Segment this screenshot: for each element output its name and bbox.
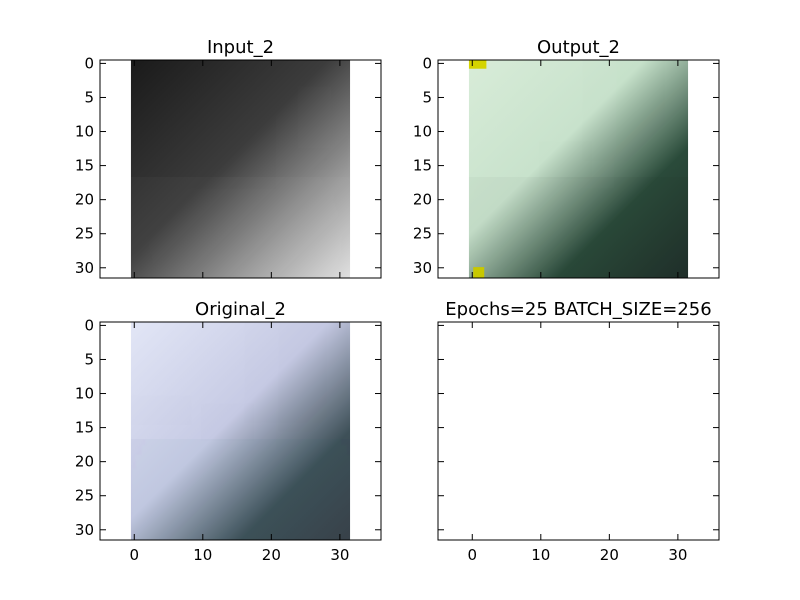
axes-empty: Epochs=25 BATCH_SIZE=256 0 10 20 30 bbox=[438, 299, 719, 564]
y-tick-label: 30 bbox=[75, 259, 94, 277]
y-tick-label: 0 bbox=[422, 54, 432, 72]
image-original bbox=[131, 322, 350, 540]
axes-original: Original_2 0 10 20 30 0 5 10 15 20 25 30 bbox=[75, 299, 381, 564]
x-tick-label: 30 bbox=[330, 546, 349, 564]
axes-title: Epochs=25 BATCH_SIZE=256 bbox=[445, 299, 711, 320]
x-tick-label: 20 bbox=[262, 546, 281, 564]
x-tick-label: 0 bbox=[129, 546, 139, 564]
y-tick-label: 10 bbox=[75, 385, 94, 403]
y-tick-label: 0 bbox=[84, 316, 94, 334]
axes-title: Output_2 bbox=[537, 37, 620, 58]
axes-title: Original_2 bbox=[195, 299, 286, 320]
axes-frame bbox=[438, 322, 719, 540]
y-tick-label: 15 bbox=[413, 157, 432, 175]
y-tick-label: 25 bbox=[75, 487, 94, 505]
y-tick-label: 30 bbox=[413, 259, 432, 277]
y-tick-label: 15 bbox=[75, 157, 94, 175]
y-tick-label: 5 bbox=[422, 88, 432, 106]
x-tick-label: 0 bbox=[467, 546, 477, 564]
y-tick-label: 10 bbox=[413, 123, 432, 141]
y-tick-label: 20 bbox=[413, 191, 432, 209]
axes-input: Input_2 0 5 10 15 20 25 30 bbox=[75, 37, 381, 278]
y-tick-label: 5 bbox=[84, 350, 94, 368]
y-tick-label: 5 bbox=[84, 88, 94, 106]
axes-title: Input_2 bbox=[207, 37, 274, 58]
x-tick-label: 30 bbox=[668, 546, 687, 564]
y-tick-label: 0 bbox=[84, 54, 94, 72]
x-tick-label: 10 bbox=[193, 546, 212, 564]
y-tick-label: 10 bbox=[75, 123, 94, 141]
y-tick-label: 20 bbox=[75, 453, 94, 471]
axes-output: Output_2 0 5 10 15 20 25 30 bbox=[413, 37, 719, 278]
x-tick-label: 20 bbox=[600, 546, 619, 564]
y-tick-label: 25 bbox=[413, 225, 432, 243]
y-tick-label: 30 bbox=[75, 521, 94, 539]
y-tick-label: 15 bbox=[75, 419, 94, 437]
y-tick-label: 25 bbox=[75, 225, 94, 243]
x-tick-label: 10 bbox=[531, 546, 550, 564]
image-input bbox=[131, 60, 350, 278]
y-tick-label: 20 bbox=[75, 191, 94, 209]
image-output bbox=[469, 60, 688, 278]
